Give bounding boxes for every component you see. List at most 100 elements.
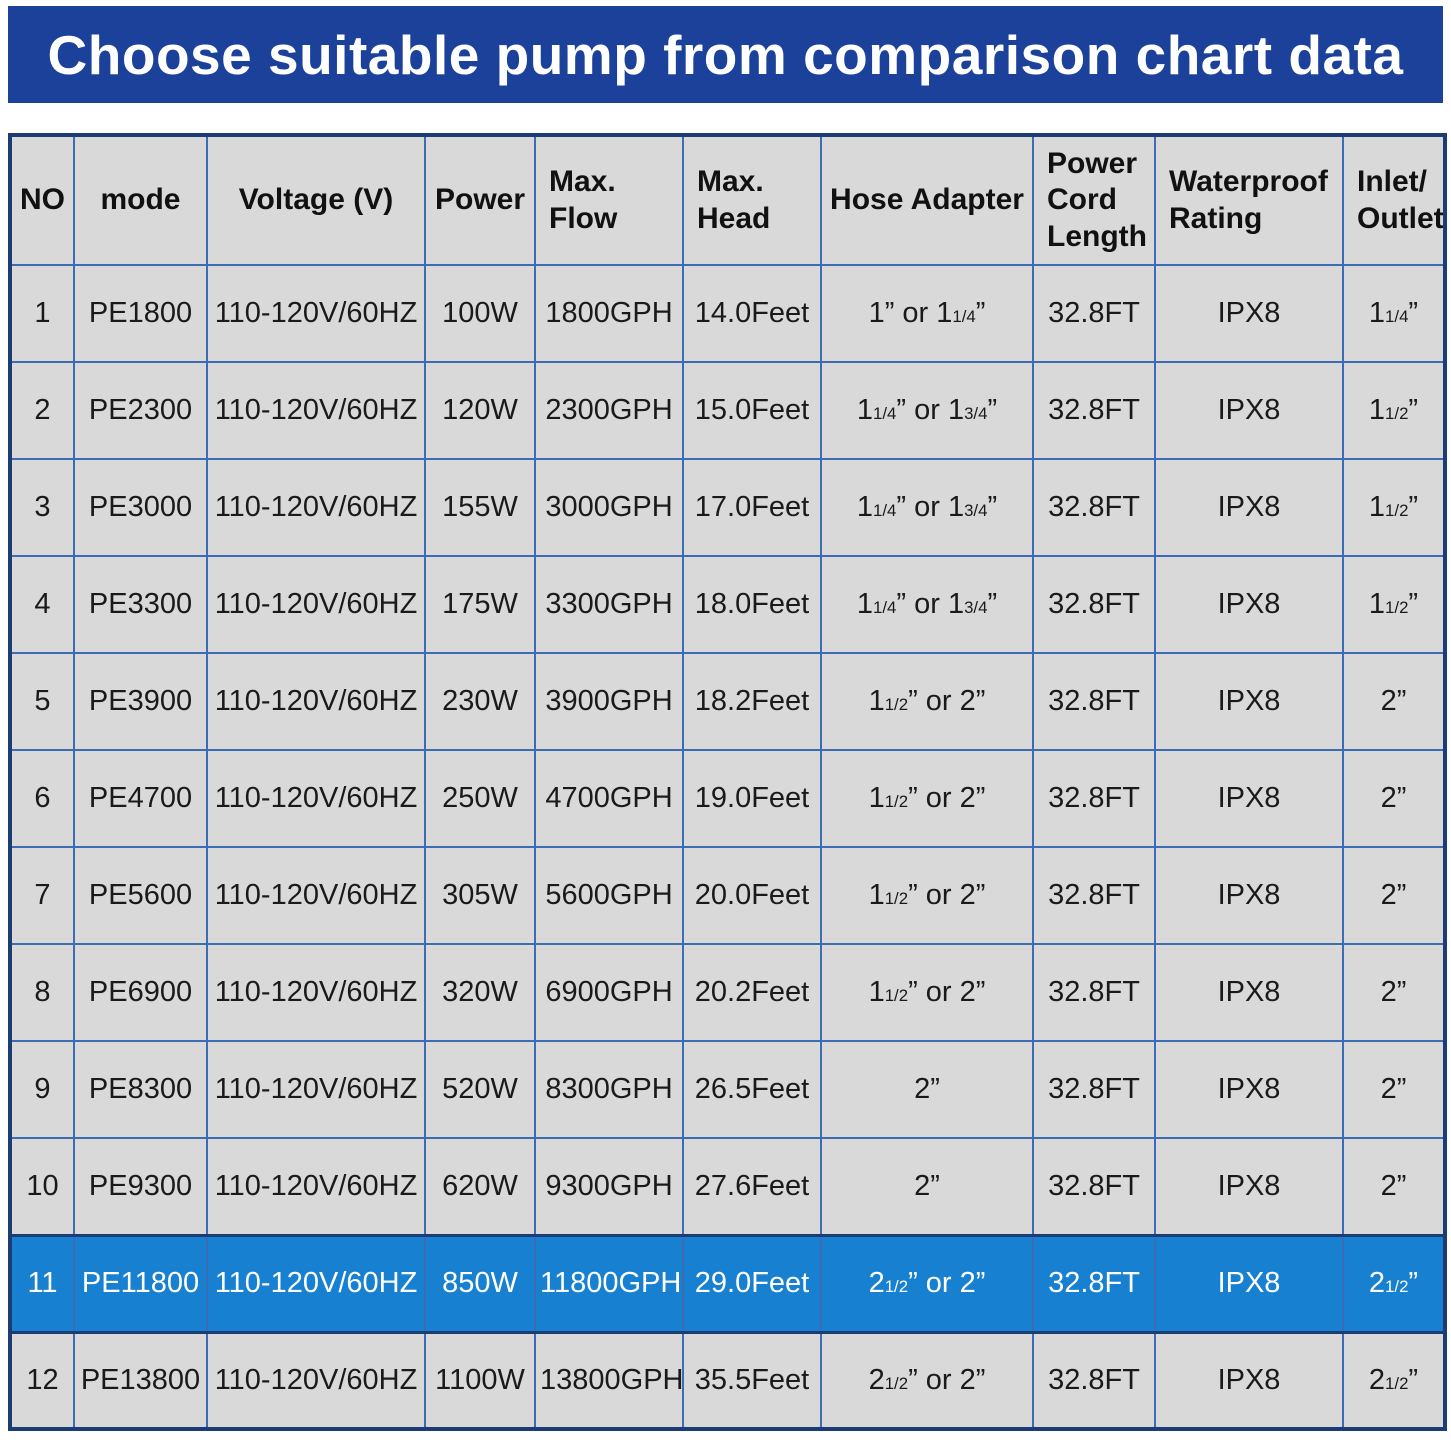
cell-waterproof: IPX8 (1154, 749, 1344, 848)
cell-mode: PE9300 (73, 1137, 208, 1236)
cell-hose-adapter: 11/4” or 13/4” (820, 361, 1034, 460)
cell-power: 305W (424, 846, 536, 945)
cell-cord-length: 32.8FT (1032, 749, 1156, 848)
cell-max-flow: 2300GPH (534, 361, 684, 460)
cell-waterproof: IPX8 (1154, 1040, 1344, 1139)
cell-cord-length: 32.8FT (1032, 458, 1156, 557)
cell-max-head: 27.6Feet (682, 1137, 822, 1236)
cell-max-head: 35.5Feet (682, 1331, 822, 1430)
cell-hose-adapter: 11/2” or 2” (820, 652, 1034, 751)
cell-inlet-outlet: 2” (1342, 652, 1446, 751)
cell-no: 11 (9, 1233, 75, 1334)
cell-max-head: 18.2Feet (682, 652, 822, 751)
cell-inlet-outlet: 11/4” (1342, 264, 1446, 363)
cell-hose-adapter: 11/2” or 2” (820, 846, 1034, 945)
cell-mode: PE3300 (73, 555, 208, 654)
cell-cord-length: 32.8FT (1032, 1137, 1156, 1236)
table-row: 1 PE1800 110-120V/60HZ 100W 1800GPH 14.0Feet 1… (9, 264, 1446, 363)
cell-power: 620W (424, 1137, 536, 1236)
cell-max-head: 14.0Feet (682, 264, 822, 363)
cell-max-flow: 8300GPH (534, 1040, 684, 1139)
cell-max-flow: 6900GPH (534, 943, 684, 1042)
col-header-mode: mode (73, 134, 208, 266)
cell-mode: PE4700 (73, 749, 208, 848)
cell-power: 520W (424, 1040, 536, 1139)
cell-waterproof: IPX8 (1154, 264, 1344, 363)
cell-power: 850W (424, 1233, 536, 1334)
cell-voltage: 110-120V/60HZ (206, 1137, 426, 1236)
table-body: 1 PE1800 110-120V/60HZ 100W 1800GPH 14.0Feet 1… (9, 264, 1446, 1430)
cell-max-head: 29.0Feet (682, 1233, 822, 1334)
table-row: 12 PE13800 110-120V/60HZ 1100W 13800GPH 35.5F… (9, 1331, 1446, 1430)
cell-cord-length: 32.8FT (1032, 264, 1156, 363)
cell-max-head: 26.5Feet (682, 1040, 822, 1139)
cell-inlet-outlet: 2” (1342, 943, 1446, 1042)
table-row: 7 PE5600 110-120V/60HZ 305W 5600GPH 20.0Feet 1… (9, 846, 1446, 945)
cell-mode: PE1800 (73, 264, 208, 363)
cell-no: 6 (9, 749, 75, 848)
cell-cord-length: 32.8FT (1032, 846, 1156, 945)
cell-max-head: 20.2Feet (682, 943, 822, 1042)
cell-max-flow: 9300GPH (534, 1137, 684, 1236)
cell-no: 8 (9, 943, 75, 1042)
table-row-highlighted: 11 PE11800 110-120V/60HZ 850W 11800GPH 29.0Fe… (9, 1233, 1446, 1334)
title-banner: Choose suitable pump from comparison cha… (8, 6, 1443, 103)
cell-hose-adapter: 11/2” or 2” (820, 749, 1034, 848)
cell-cord-length: 32.8FT (1032, 1331, 1156, 1430)
cell-no: 7 (9, 846, 75, 945)
col-header-inlet-outlet: Inlet/ Outlet (1342, 134, 1446, 266)
cell-cord-length: 32.8FT (1032, 652, 1156, 751)
cell-voltage: 110-120V/60HZ (206, 652, 426, 751)
cell-voltage: 110-120V/60HZ (206, 361, 426, 460)
cell-max-head: 17.0Feet (682, 458, 822, 557)
cell-inlet-outlet: 11/2” (1342, 361, 1446, 460)
cell-hose-adapter: 11/2” or 2” (820, 943, 1034, 1042)
col-header-max-head: Max. Head (682, 134, 822, 266)
cell-max-flow: 1800GPH (534, 264, 684, 363)
cell-max-head: 20.0Feet (682, 846, 822, 945)
table-row: 8 PE6900 110-120V/60HZ 320W 6900GPH 20.2Feet 1… (9, 943, 1446, 1042)
cell-inlet-outlet: 11/2” (1342, 555, 1446, 654)
table-row: 6 PE4700 110-120V/60HZ 250W 4700GPH 19.0Feet 1… (9, 749, 1446, 848)
cell-power: 155W (424, 458, 536, 557)
cell-waterproof: IPX8 (1154, 1233, 1344, 1334)
cell-mode: PE3000 (73, 458, 208, 557)
cell-inlet-outlet: 21/2” (1342, 1233, 1446, 1334)
cell-voltage: 110-120V/60HZ (206, 943, 426, 1042)
col-header-waterproof: Waterproof Rating (1154, 134, 1344, 266)
cell-power: 250W (424, 749, 536, 848)
cell-voltage: 110-120V/60HZ (206, 264, 426, 363)
cell-cord-length: 32.8FT (1032, 1040, 1156, 1139)
cell-no: 4 (9, 555, 75, 654)
col-header-cord-length: Power Cord Length (1032, 134, 1156, 266)
cell-waterproof: IPX8 (1154, 1331, 1344, 1430)
cell-power: 230W (424, 652, 536, 751)
cell-max-head: 15.0Feet (682, 361, 822, 460)
table-row: 10 PE9300 110-120V/60HZ 620W 9300GPH 27.6Feet… (9, 1137, 1446, 1236)
cell-waterproof: IPX8 (1154, 555, 1344, 654)
cell-cord-length: 32.8FT (1032, 555, 1156, 654)
col-header-voltage: Voltage (V) (206, 134, 426, 266)
cell-mode: PE2300 (73, 361, 208, 460)
pump-comparison-table: NO mode Voltage (V) Power Max. Flow Max.… (8, 133, 1447, 1431)
table-row: 3 PE3000 110-120V/60HZ 155W 3000GPH 17.0Feet 1… (9, 458, 1446, 557)
cell-power: 320W (424, 943, 536, 1042)
cell-voltage: 110-120V/60HZ (206, 555, 426, 654)
cell-mode: PE11800 (73, 1233, 208, 1334)
cell-voltage: 110-120V/60HZ (206, 1040, 426, 1139)
cell-mode: PE5600 (73, 846, 208, 945)
cell-mode: PE13800 (73, 1331, 208, 1430)
cell-hose-adapter: 2” (820, 1137, 1034, 1236)
cell-max-flow: 3000GPH (534, 458, 684, 557)
cell-no: 10 (9, 1137, 75, 1236)
cell-no: 5 (9, 652, 75, 751)
cell-max-flow: 5600GPH (534, 846, 684, 945)
cell-waterproof: IPX8 (1154, 943, 1344, 1042)
cell-hose-adapter: 11/4” or 13/4” (820, 555, 1034, 654)
cell-waterproof: IPX8 (1154, 846, 1344, 945)
table-row: 2 PE2300 110-120V/60HZ 120W 2300GPH 15.0Feet 1… (9, 361, 1446, 460)
cell-hose-adapter: 21/2” or 2” (820, 1233, 1034, 1334)
cell-waterproof: IPX8 (1154, 652, 1344, 751)
cell-waterproof: IPX8 (1154, 361, 1344, 460)
cell-inlet-outlet: 2” (1342, 1040, 1446, 1139)
